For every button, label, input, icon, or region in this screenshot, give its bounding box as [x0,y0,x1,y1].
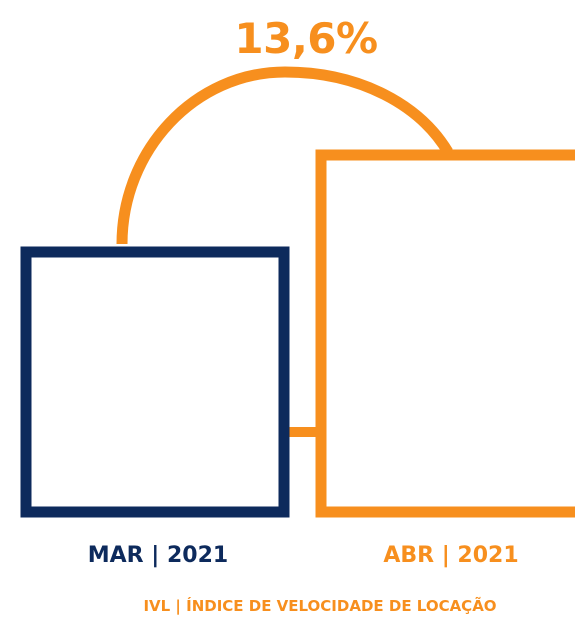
chart-footnote: IVL | ÍNDICE DE VELOCIDADE DE LOCAÇÃO [143,596,496,616]
category-label-abr-2021: ABR | 2021 [383,543,518,568]
square-mar-2021 [20,246,290,518]
square-abr-2021 [315,149,575,518]
connector-arc [116,66,453,245]
category-label-mar-2021: MAR | 2021 [88,543,228,568]
percent-change-label: 13,6% [234,14,377,63]
